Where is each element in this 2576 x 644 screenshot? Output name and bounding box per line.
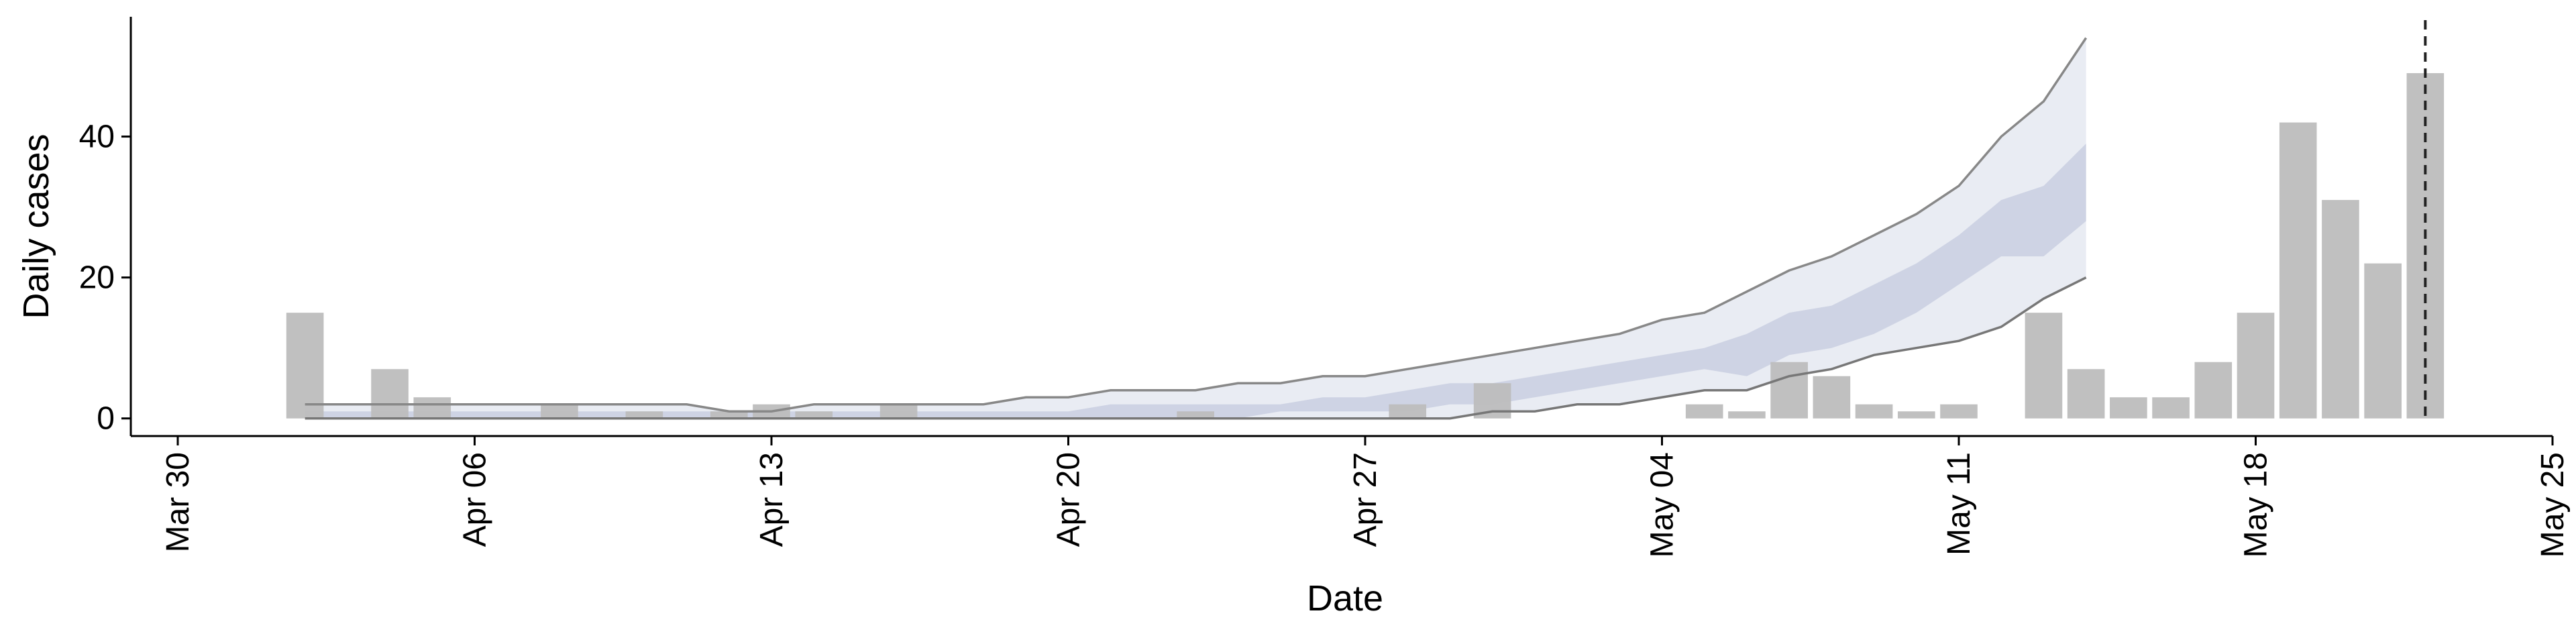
case-bar: [710, 411, 748, 419]
case-bar: [2237, 313, 2275, 419]
case-bar: [1813, 376, 1851, 419]
case-bar: [1770, 362, 1808, 419]
case-bar: [2322, 200, 2359, 419]
case-bar: [1855, 404, 1893, 419]
case-bar: [1177, 411, 1214, 419]
case-bar: [625, 411, 663, 419]
y-tick-label: 40: [79, 119, 115, 155]
case-bar: [1389, 404, 1427, 419]
case-bar: [2152, 397, 2190, 419]
forecast-band-90: [305, 38, 2086, 419]
case-bar: [413, 397, 451, 419]
case-bar: [2110, 397, 2147, 419]
case-bar: [2067, 369, 2105, 419]
x-tick-label: Mar 30: [160, 452, 196, 552]
x-tick-label: May 04: [1645, 452, 1680, 557]
x-tick-label: Apr 27: [1348, 452, 1383, 547]
y-tick-label: 0: [97, 401, 115, 437]
x-tick-label: Apr 20: [1051, 452, 1087, 547]
case-bar: [1685, 404, 1723, 419]
case-bar: [879, 404, 918, 419]
case-bar: [2279, 122, 2317, 419]
x-axis-ticks: Mar 30 Apr 06 Apr 13 Apr 20 Apr 27 May 04 May …: [160, 436, 2571, 557]
case-bar: [1940, 404, 1978, 419]
y-tick-label: 20: [79, 260, 115, 296]
x-tick-label: May 25: [2535, 452, 2571, 557]
forecast-outline-lines: [305, 37, 2088, 420]
x-tick-label: Apr 13: [754, 452, 790, 547]
case-bar: [2364, 263, 2402, 419]
case-bar: [1728, 411, 1766, 419]
forecast-bands: [305, 38, 2086, 419]
y-axis-title: Daily cases: [16, 133, 56, 319]
forecast-lower-line: [305, 276, 2087, 420]
x-tick-label: May 11: [1941, 452, 1977, 555]
x-axis-title: Date: [1307, 578, 1383, 619]
case-bar: [1897, 411, 1935, 419]
case-bars: [286, 73, 2445, 419]
case-bar: [795, 411, 833, 419]
case-bar: [371, 369, 409, 419]
y-axis-ticks: 0 20 40: [79, 119, 131, 437]
x-tick-label: May 18: [2239, 452, 2274, 557]
case-bar: [2194, 362, 2233, 419]
case-bar: [541, 404, 578, 419]
x-tick-label: Apr 06: [458, 452, 493, 547]
forecast-upper-line: [305, 37, 2088, 413]
case-bar: [2025, 313, 2063, 419]
axes: 0 20 40 Mar 30 Apr 06 Apr 13 Apr 20 Apr 27 May …: [79, 17, 2571, 557]
case-bar: [286, 313, 324, 419]
